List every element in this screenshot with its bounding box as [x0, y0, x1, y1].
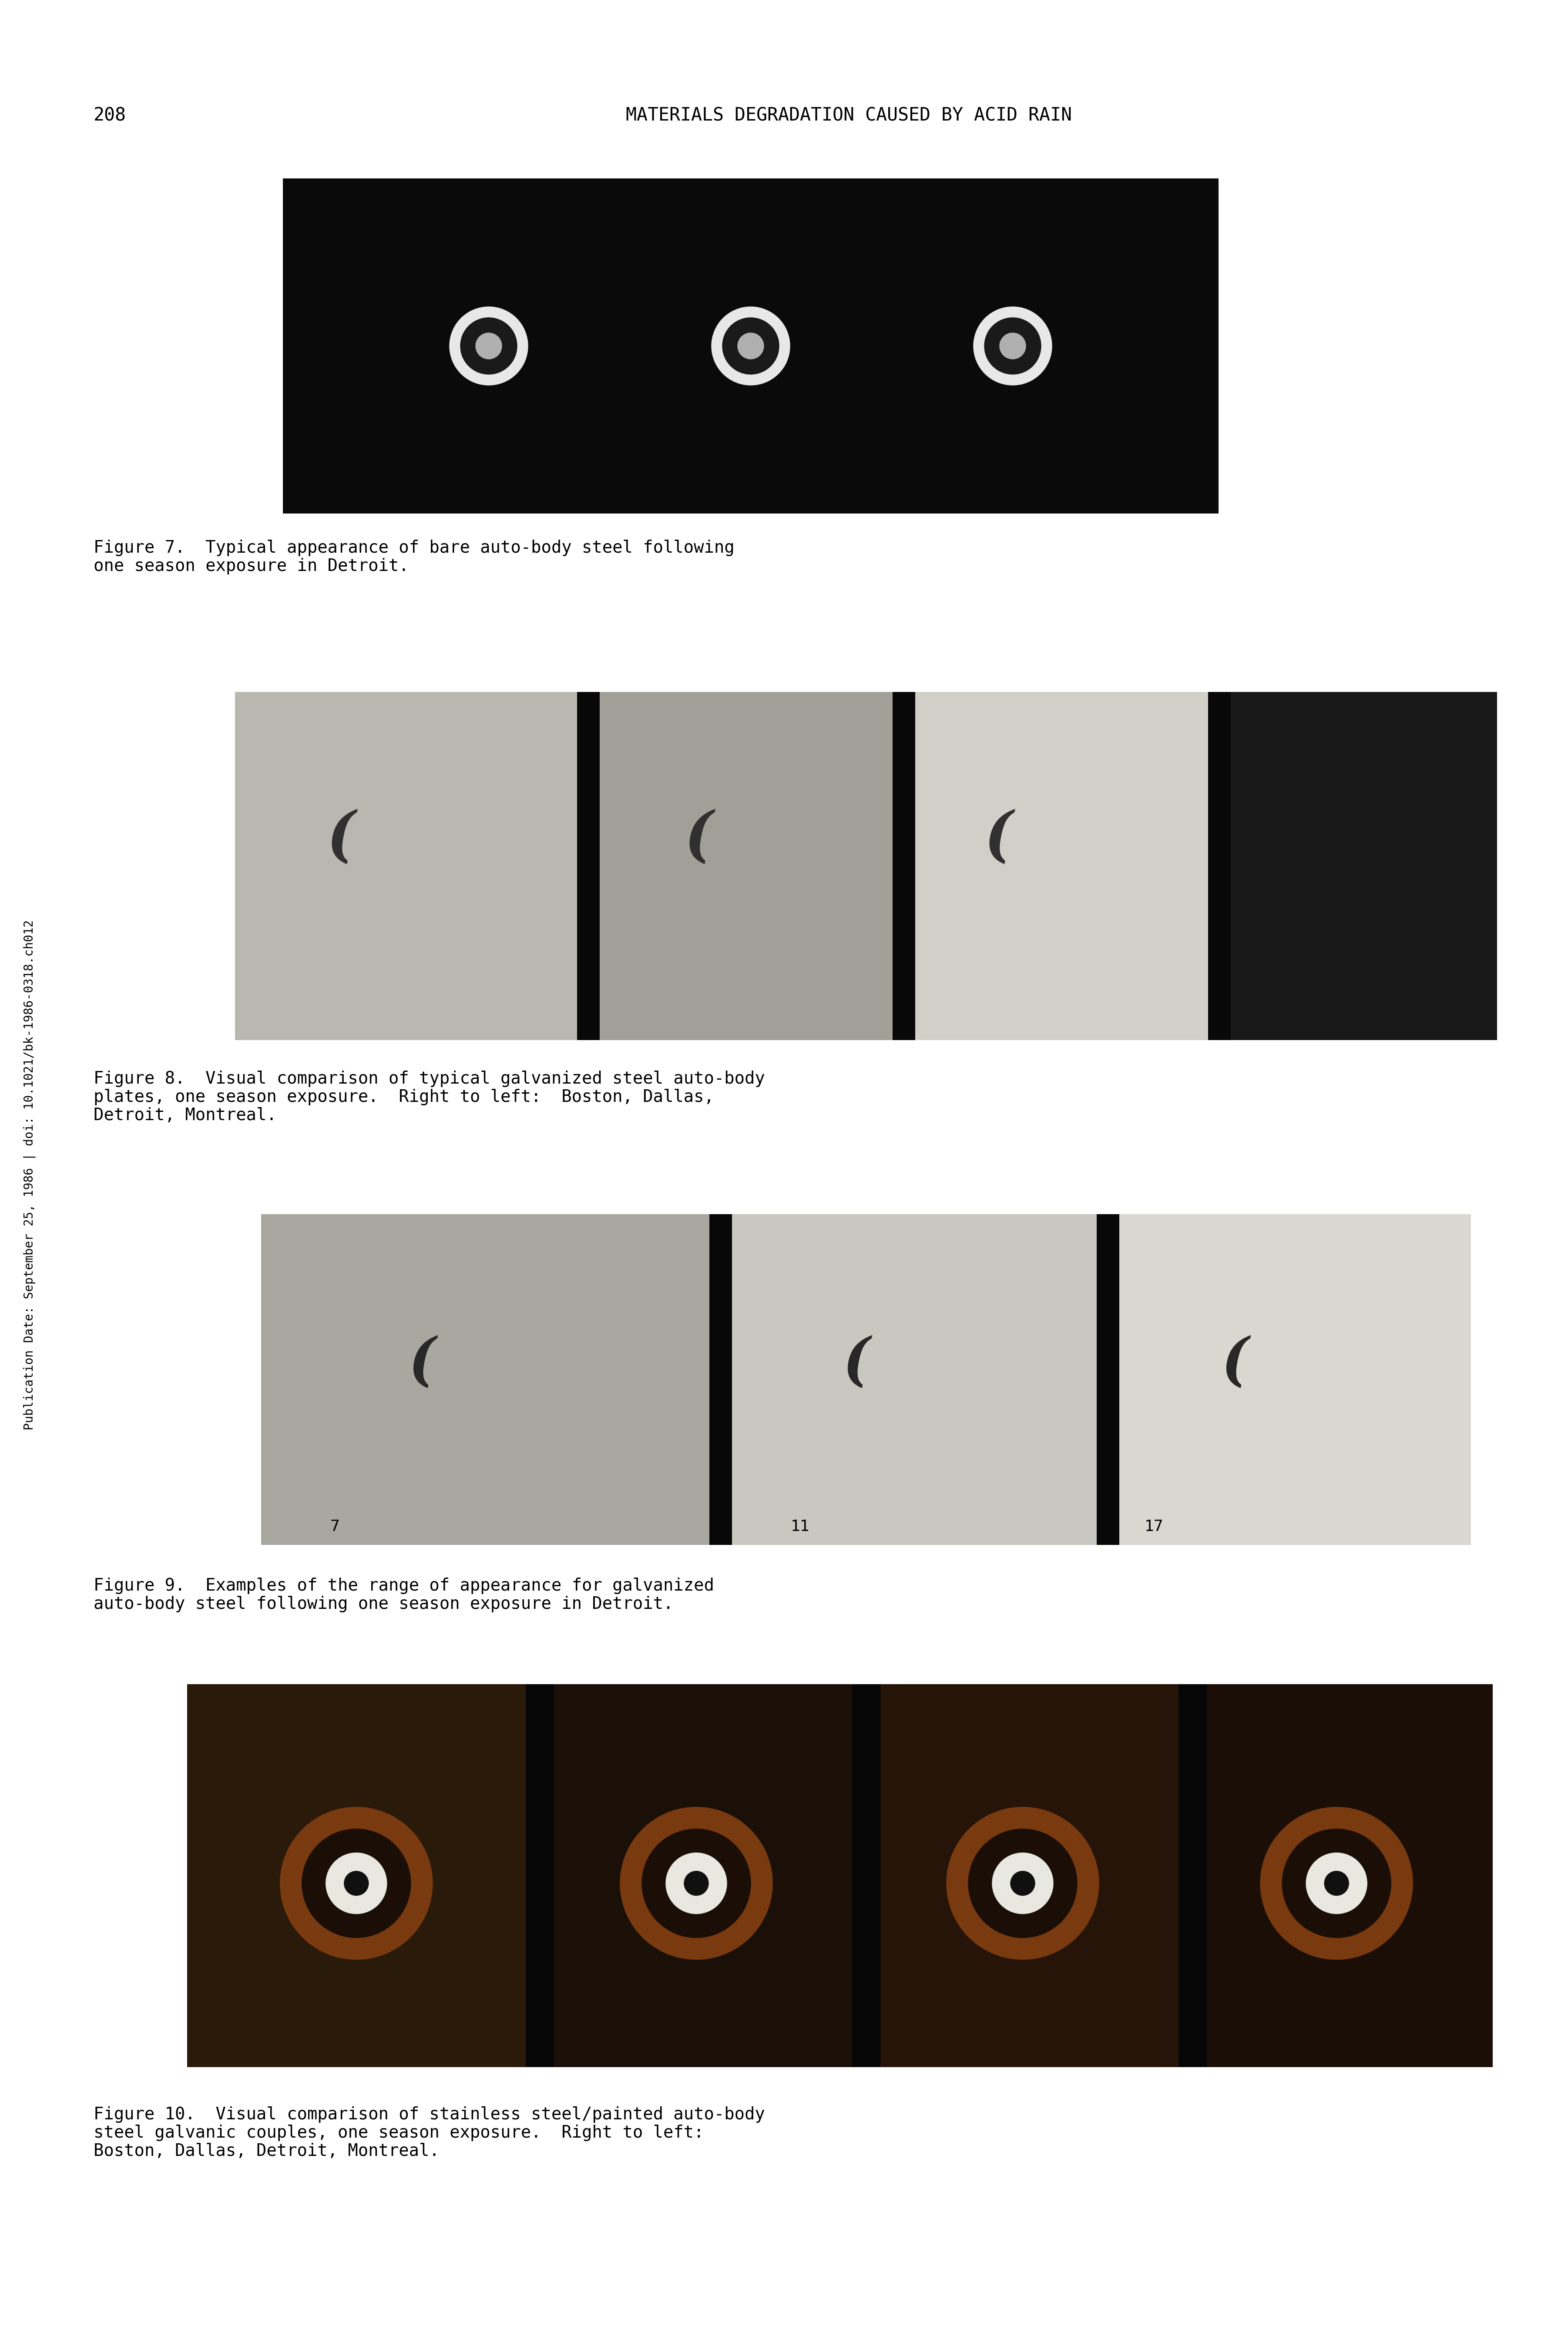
- Bar: [1220, 691, 1497, 1041]
- Text: Figure 10.  Visual comparison of stainless steel/painted auto-body: Figure 10. Visual comparison of stainles…: [94, 2106, 765, 2122]
- Text: Figure 7.  Typical appearance of bare auto-body steel following: Figure 7. Typical appearance of bare aut…: [94, 540, 734, 557]
- Circle shape: [450, 308, 528, 385]
- Circle shape: [666, 1852, 728, 1913]
- Circle shape: [947, 1807, 1099, 1960]
- Circle shape: [303, 1828, 411, 1939]
- Text: one season exposure in Detroit.: one season exposure in Detroit.: [94, 557, 409, 573]
- Bar: [525, 1685, 554, 2068]
- Text: auto-body steel following one season exposure in Detroit.: auto-body steel following one season exp…: [94, 1596, 673, 1612]
- Bar: [235, 691, 588, 1041]
- Circle shape: [326, 1852, 387, 1913]
- Bar: [187, 1685, 539, 2068]
- Text: (: (: [408, 1335, 436, 1391]
- Bar: [721, 1215, 1109, 1544]
- Bar: [1109, 1215, 1471, 1544]
- Bar: [539, 1685, 866, 2068]
- Circle shape: [1010, 1871, 1035, 1896]
- Bar: [903, 691, 1220, 1041]
- Bar: [710, 1215, 732, 1544]
- Text: Figure 9.  Examples of the range of appearance for galvanized: Figure 9. Examples of the range of appea…: [94, 1577, 713, 1593]
- Text: plates, one season exposure.  Right to left:  Boston, Dallas,: plates, one season exposure. Right to le…: [94, 1088, 713, 1104]
- Circle shape: [969, 1828, 1077, 1939]
- Circle shape: [684, 1871, 709, 1896]
- Text: (: (: [326, 808, 356, 867]
- Circle shape: [281, 1807, 433, 1960]
- Bar: [588, 691, 903, 1041]
- Text: (: (: [842, 1335, 870, 1391]
- Text: Detroit, Montreal.: Detroit, Montreal.: [94, 1107, 276, 1123]
- Bar: [1207, 691, 1231, 1041]
- Circle shape: [723, 317, 779, 374]
- Text: (: (: [1221, 1335, 1248, 1391]
- Text: 11: 11: [790, 1518, 809, 1535]
- Circle shape: [461, 317, 517, 374]
- Circle shape: [621, 1807, 773, 1960]
- Circle shape: [712, 308, 790, 385]
- Text: (: (: [985, 808, 1013, 867]
- Text: (: (: [685, 808, 713, 867]
- Circle shape: [737, 334, 764, 360]
- Bar: [262, 1215, 721, 1544]
- Circle shape: [993, 1852, 1054, 1913]
- Circle shape: [641, 1828, 751, 1939]
- Circle shape: [1325, 1871, 1348, 1896]
- Circle shape: [1283, 1828, 1391, 1939]
- Text: Figure 8.  Visual comparison of typical galvanized steel auto-body: Figure 8. Visual comparison of typical g…: [94, 1072, 765, 1088]
- Bar: [1096, 1215, 1120, 1544]
- Bar: [1178, 1685, 1206, 2068]
- Text: steel galvanic couples, one season exposure.  Right to left:: steel galvanic couples, one season expos…: [94, 2124, 704, 2141]
- Text: 7: 7: [331, 1518, 340, 1535]
- Bar: [1192, 1685, 1493, 2068]
- Circle shape: [1000, 334, 1025, 360]
- Text: MATERIALS DEGRADATION CAUSED BY ACID RAIN: MATERIALS DEGRADATION CAUSED BY ACID RAI…: [626, 106, 1071, 125]
- Circle shape: [475, 334, 502, 360]
- Bar: [851, 1685, 880, 2068]
- Text: Boston, Dallas, Detroit, Montreal.: Boston, Dallas, Detroit, Montreal.: [94, 2143, 439, 2160]
- Bar: [282, 179, 1218, 515]
- Circle shape: [974, 308, 1052, 385]
- Circle shape: [1261, 1807, 1413, 1960]
- Bar: [892, 691, 916, 1041]
- Circle shape: [985, 317, 1041, 374]
- Circle shape: [343, 1871, 368, 1896]
- Circle shape: [1306, 1852, 1367, 1913]
- Text: Publication Date: September 25, 1986 | doi: 10.1021/bk-1986-0318.ch012: Publication Date: September 25, 1986 | d…: [24, 919, 36, 1431]
- Bar: [577, 691, 599, 1041]
- Text: 17: 17: [1145, 1518, 1163, 1535]
- Bar: [866, 1685, 1192, 2068]
- Text: 208: 208: [94, 106, 125, 125]
